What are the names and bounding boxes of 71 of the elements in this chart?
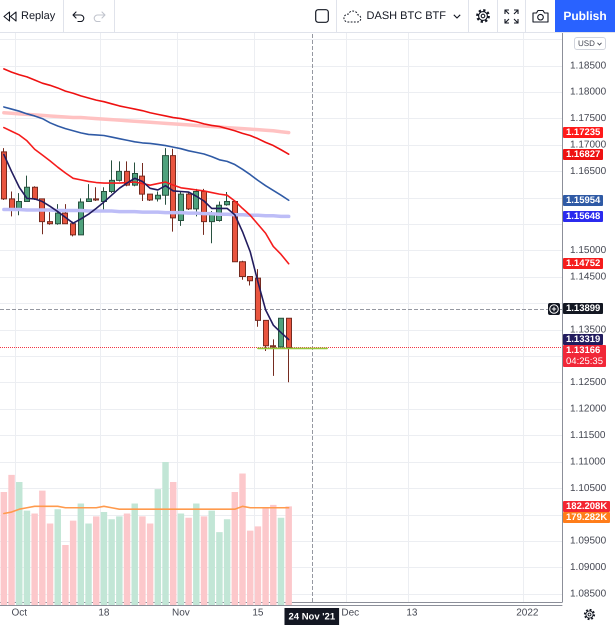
x-tick-label: 24 Nov '21 <box>288 612 336 622</box>
candlestick <box>224 192 230 206</box>
y-tick-label: 1.08500 <box>570 588 607 600</box>
candlestick <box>147 193 153 202</box>
candlestick <box>1 148 7 200</box>
candlestick <box>86 184 92 203</box>
bar <box>93 516 100 605</box>
bar <box>54 509 61 605</box>
line-series <box>3 154 290 340</box>
candlestick <box>170 148 176 232</box>
x-tick-label: Dec <box>341 608 360 618</box>
bar <box>185 518 192 605</box>
candlestick <box>278 317 284 348</box>
line-series <box>3 68 290 155</box>
y-tick-label: 1.12000 <box>570 404 607 415</box>
bar <box>193 503 200 605</box>
text: Replay <box>21 10 56 22</box>
x-tick-label: Oct <box>11 608 28 618</box>
y-tick-label: 1.10500 <box>570 482 607 494</box>
y-tick-label: 1.11500 <box>570 430 606 442</box>
text: 179.282K <box>566 512 608 523</box>
bar <box>278 518 284 605</box>
candlestick <box>70 221 76 237</box>
bar <box>124 513 130 605</box>
text: 1.15954 <box>566 194 600 206</box>
ref-line-label: 1.13166 <box>566 344 602 356</box>
y-axis-title: USD <box>578 39 595 48</box>
candlestick <box>255 268 261 328</box>
candlestick <box>186 190 192 210</box>
y-tick-label: 1.16500 <box>570 166 607 177</box>
dropdown: USD <box>574 37 606 50</box>
candlestick <box>93 186 99 202</box>
bar <box>200 516 208 605</box>
ref-line-label: 1.13899 <box>566 303 600 314</box>
y-tick-label: 1.14500 <box>570 272 607 283</box>
text: 1.17235 <box>566 127 600 138</box>
bar <box>178 513 184 605</box>
text: 04:25:35 <box>566 356 603 367</box>
candlestick <box>101 186 107 212</box>
x-tick-label: Nov <box>172 608 190 618</box>
y-tick-label: 1.17000 <box>570 140 607 151</box>
x-tick-label: 18 <box>98 608 110 618</box>
x-tick-label: 2022 <box>516 608 539 618</box>
y-tick-label: 1.17500 <box>570 113 607 124</box>
candlestick <box>47 212 53 226</box>
button: Publish <box>555 0 615 32</box>
y-tick-label: 1.09000 <box>570 562 607 574</box>
y-tick-label: 1.18500 <box>570 60 607 72</box>
candlestick <box>286 317 292 383</box>
y-tick-label: 1.09500 <box>570 536 607 547</box>
line-series <box>2 208 290 218</box>
bar <box>285 506 292 605</box>
y-tick-label: 1.12500 <box>570 377 607 388</box>
line-series <box>2 111 290 134</box>
x-tick-label: 15 <box>252 608 264 618</box>
line-series <box>3 106 290 202</box>
text: 1.16827 <box>566 148 600 160</box>
text: 1.15648 <box>566 210 600 222</box>
text: 1.14752 <box>566 258 600 270</box>
line-series <box>3 126 290 265</box>
candlestick <box>55 204 61 226</box>
y-tick-label: 1.18000 <box>570 86 607 98</box>
text: 182.208K <box>566 500 608 512</box>
y-tick-label: 1.15000 <box>570 245 607 256</box>
x-tick-label: 13 <box>406 608 418 618</box>
y-tick-label: 1.13500 <box>570 324 607 336</box>
bar <box>131 503 138 605</box>
text: 1.13319 <box>566 334 600 345</box>
text: DASH BTC BTF <box>366 10 446 22</box>
bar <box>170 482 176 605</box>
y-tick-label: 1.11000 <box>570 456 606 468</box>
